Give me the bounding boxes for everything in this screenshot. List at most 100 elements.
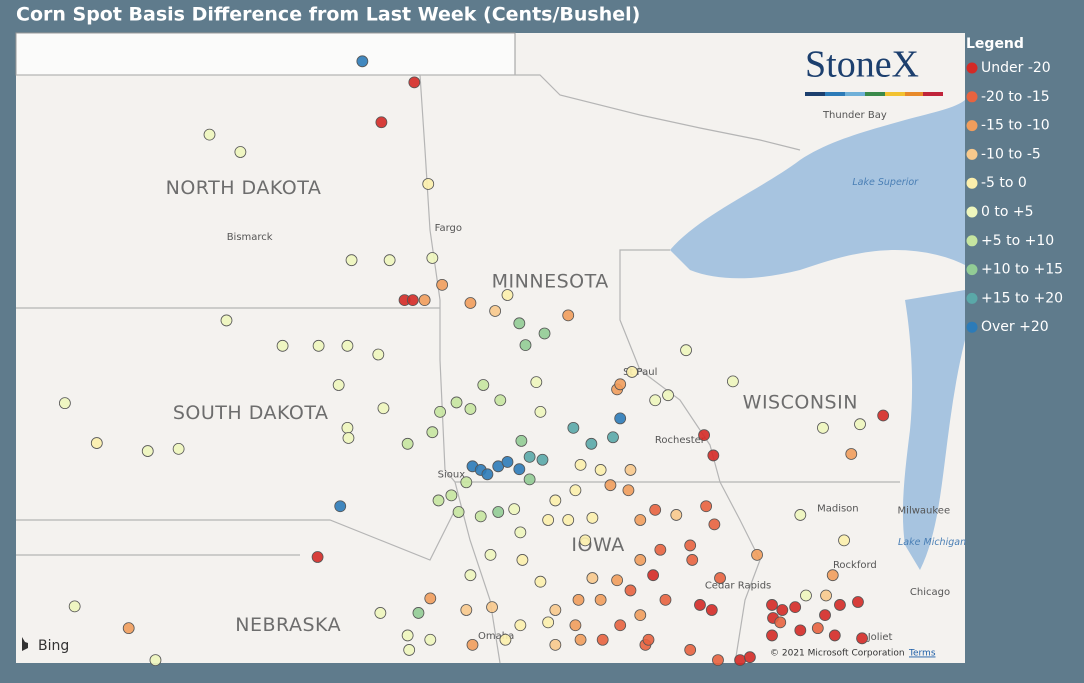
elevator-point[interactable] — [726, 375, 739, 388]
elevator-point[interactable] — [377, 402, 390, 415]
elevator-point[interactable] — [572, 593, 585, 606]
elevator-point[interactable] — [501, 456, 514, 468]
elevator-point[interactable] — [766, 629, 778, 642]
elevator-point[interactable] — [549, 638, 562, 651]
elevator-point[interactable] — [501, 289, 514, 301]
elevator-point[interactable] — [877, 409, 890, 422]
elevator-point[interactable] — [686, 554, 699, 566]
elevator-point[interactable] — [624, 464, 637, 476]
elevator-point[interactable] — [634, 554, 647, 566]
elevator-point[interactable] — [492, 506, 505, 518]
elevator-point[interactable] — [614, 412, 627, 425]
elevator-point[interactable] — [536, 453, 549, 466]
elevator-point[interactable] — [594, 464, 607, 476]
elevator-point[interactable] — [401, 437, 414, 450]
elevator-point[interactable] — [489, 305, 502, 317]
elevator-point[interactable] — [714, 572, 726, 584]
elevator-point[interactable] — [574, 633, 587, 646]
elevator-point[interactable] — [426, 426, 439, 439]
elevator-point[interactable] — [712, 654, 724, 666]
elevator-point[interactable] — [834, 599, 846, 611]
elevator-point[interactable] — [820, 589, 832, 602]
elevator-point[interactable] — [464, 297, 477, 309]
elevator-point[interactable] — [649, 503, 662, 516]
elevator-point[interactable] — [450, 396, 463, 409]
elevator-point[interactable] — [515, 435, 528, 447]
elevator-point[interactable] — [562, 309, 575, 322]
elevator-point[interactable] — [680, 344, 692, 357]
elevator-point[interactable] — [542, 514, 555, 526]
elevator-point[interactable] — [356, 55, 369, 68]
elevator-point[interactable] — [794, 624, 807, 637]
elevator-point[interactable] — [149, 654, 162, 666]
elevator-point[interactable] — [774, 616, 787, 629]
elevator-point[interactable] — [579, 534, 592, 547]
elevator-point[interactable] — [403, 644, 416, 656]
elevator-point[interactable] — [828, 629, 841, 642]
elevator-point[interactable] — [845, 448, 858, 460]
elevator-point[interactable] — [422, 178, 435, 190]
elevator-point[interactable] — [614, 378, 627, 391]
elevator-point[interactable] — [549, 494, 562, 507]
elevator-point[interactable] — [276, 339, 289, 352]
elevator-point[interactable] — [406, 294, 419, 306]
elevator-point[interactable] — [234, 146, 247, 158]
elevator-point[interactable] — [854, 418, 866, 431]
terms-link[interactable]: Terms — [908, 649, 936, 659]
elevator-point[interactable] — [562, 514, 575, 526]
elevator-point[interactable] — [569, 484, 582, 497]
elevator-point[interactable] — [634, 514, 647, 526]
elevator-point[interactable] — [477, 379, 490, 391]
elevator-point[interactable] — [90, 437, 103, 449]
elevator-point[interactable] — [514, 619, 527, 632]
elevator-point[interactable] — [654, 543, 667, 556]
elevator-point[interactable] — [374, 607, 387, 619]
elevator-point[interactable] — [332, 379, 345, 391]
elevator-point[interactable] — [642, 633, 655, 646]
elevator-point[interactable] — [622, 484, 635, 497]
elevator-point[interactable] — [811, 622, 824, 635]
elevator-point[interactable] — [481, 468, 494, 481]
elevator-point[interactable] — [826, 569, 839, 582]
elevator-point[interactable] — [734, 654, 747, 666]
elevator-point[interactable] — [647, 569, 660, 582]
elevator-point[interactable] — [499, 633, 512, 646]
elevator-point[interactable] — [794, 509, 807, 521]
elevator-point[interactable] — [634, 609, 647, 621]
elevator-point[interactable] — [424, 592, 437, 605]
elevator-point[interactable] — [530, 376, 543, 389]
elevator-point[interactable] — [460, 476, 473, 489]
elevator-point[interactable] — [684, 644, 697, 656]
elevator-point[interactable] — [466, 638, 479, 651]
elevator-point[interactable] — [464, 569, 477, 582]
elevator-point[interactable] — [743, 651, 756, 664]
elevator-point[interactable] — [705, 604, 718, 616]
elevator-point[interactable] — [141, 445, 154, 457]
elevator-point[interactable] — [766, 599, 778, 611]
elevator-point[interactable] — [708, 518, 721, 531]
elevator-point[interactable] — [220, 314, 233, 327]
elevator-point[interactable] — [662, 389, 674, 402]
elevator-point[interactable] — [486, 601, 498, 614]
elevator-point[interactable] — [626, 366, 638, 378]
elevator-point[interactable] — [604, 479, 617, 492]
elevator-point[interactable] — [401, 629, 414, 642]
elevator-point[interactable] — [624, 584, 637, 597]
elevator-point[interactable] — [542, 616, 555, 629]
elevator-point[interactable] — [436, 278, 449, 291]
elevator-point[interactable] — [418, 294, 431, 306]
elevator-point[interactable] — [670, 509, 683, 521]
elevator-point[interactable] — [460, 604, 473, 616]
elevator-point[interactable] — [452, 506, 465, 518]
elevator-point[interactable] — [789, 601, 802, 614]
elevator-point[interactable] — [412, 607, 425, 619]
elevator-point[interactable] — [334, 500, 347, 513]
elevator-point[interactable] — [819, 609, 831, 621]
elevator-point[interactable] — [586, 511, 599, 524]
elevator-point[interactable] — [341, 421, 354, 434]
elevator-point[interactable] — [342, 432, 355, 444]
elevator-point[interactable] — [751, 548, 763, 561]
elevator-point[interactable] — [838, 534, 850, 547]
elevator-point[interactable] — [607, 431, 619, 444]
elevator-point[interactable] — [372, 348, 385, 361]
